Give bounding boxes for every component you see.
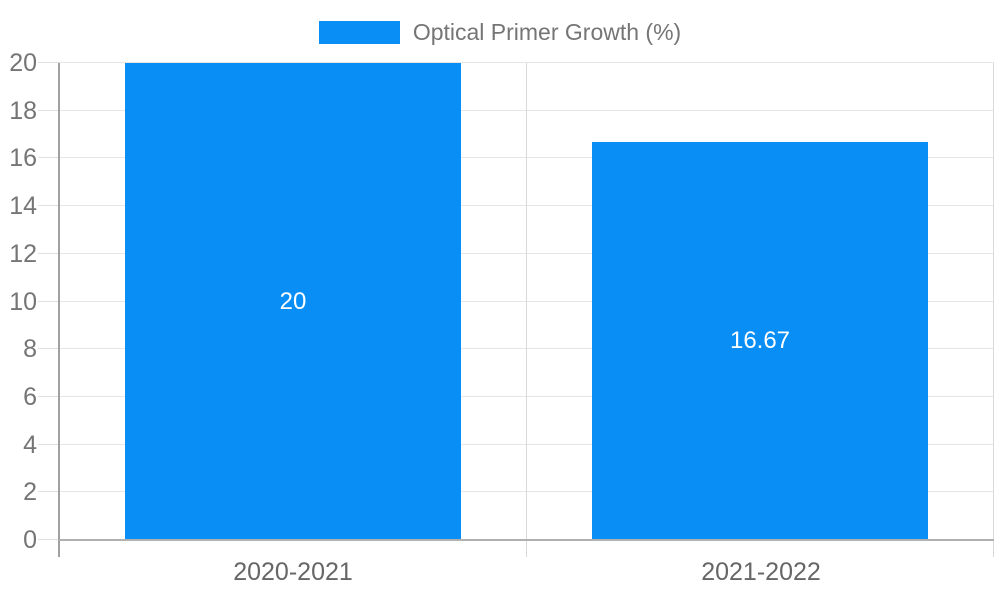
y-axis-tick-label: 8: [23, 335, 37, 363]
bar-value-label: 20: [279, 287, 307, 315]
y-axis-tick: [38, 348, 59, 349]
legend-label: Optical Primer Growth (%): [412, 19, 682, 45]
bar-2021-2022[interactable]: 16.67: [592, 142, 928, 540]
x-axis-category-label: 2020-2021: [233, 558, 353, 586]
chart-legend[interactable]: Optical Primer Growth (%): [0, 19, 1000, 45]
legend-swatch-icon: [318, 20, 400, 44]
y-axis-tick: [38, 491, 59, 492]
gridline-vertical: [526, 63, 527, 557]
bar-value-label: 16.67: [729, 327, 791, 354]
y-axis-line: [58, 63, 60, 557]
y-axis-tick: [38, 62, 59, 63]
y-axis-tick-label: 0: [23, 526, 37, 554]
y-axis-tick-label: 6: [23, 383, 37, 411]
y-axis-tick: [38, 110, 59, 111]
y-axis-tick: [38, 444, 59, 445]
y-axis-tick-label: 18: [9, 97, 37, 125]
y-axis-tick: [38, 253, 59, 254]
y-axis-tick: [38, 157, 59, 158]
gridline-vertical: [993, 63, 994, 557]
x-axis-line: [59, 539, 994, 541]
y-axis-tick-label: 20: [9, 49, 37, 77]
y-axis-tick-label: 12: [9, 240, 37, 268]
y-axis-tick: [38, 396, 59, 397]
y-axis-tick-label: 4: [23, 431, 37, 459]
y-axis-tick: [38, 301, 59, 302]
y-axis-tick-label: 14: [9, 192, 37, 220]
y-axis-tick-label: 2: [23, 478, 37, 506]
gridline-horizontal: [59, 62, 994, 63]
x-axis-category-label: 2021-2022: [701, 558, 821, 586]
y-axis-tick: [38, 539, 59, 540]
y-axis-tick: [38, 205, 59, 206]
bar-2020-2021[interactable]: 20: [125, 63, 461, 540]
y-axis-tick-label: 16: [9, 144, 37, 172]
y-axis-tick-label: 10: [9, 288, 37, 316]
